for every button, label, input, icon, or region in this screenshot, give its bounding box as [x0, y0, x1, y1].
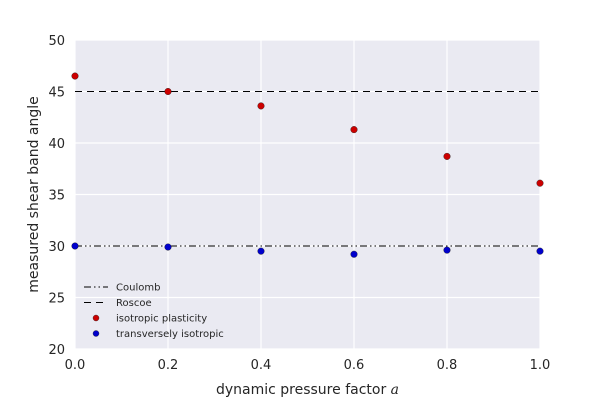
legend-label: Coulomb	[116, 283, 160, 294]
data-points	[71, 72, 544, 258]
data-point	[443, 246, 451, 254]
y-tick-label: 40	[48, 137, 65, 152]
data-point	[257, 102, 265, 110]
y-tick-label: 35	[48, 189, 65, 204]
legend: Coulomb Roscoe isotropic plasticity transve…	[84, 283, 224, 340]
x-axis-title-symbol: a	[391, 382, 399, 398]
y-tick-label: 45	[48, 86, 65, 101]
data-point	[536, 179, 544, 187]
legend-marker	[92, 314, 100, 322]
data-point	[71, 242, 79, 250]
x-tick-label: 1.0	[530, 358, 551, 373]
x-axis-title: dynamic pressure factor a	[216, 382, 399, 398]
y-tick-label: 25	[48, 292, 65, 307]
y-tick-label: 20	[48, 343, 65, 358]
legend-label: transversely isotropic	[116, 329, 224, 340]
x-axis-title-text: dynamic pressure factor	[216, 382, 386, 398]
x-tick-label: 0.8	[437, 358, 458, 373]
x-tick-label: 0.2	[158, 358, 179, 373]
y-tick-label: 30	[48, 240, 65, 255]
data-point	[443, 152, 451, 160]
data-point	[350, 126, 358, 134]
x-tick-label: 0.6	[344, 358, 365, 373]
reference-lines	[75, 91, 540, 247]
data-point	[71, 72, 79, 80]
legend-label: isotropic plasticity	[116, 314, 207, 325]
x-tick-label: 0.0	[65, 358, 86, 373]
data-point	[257, 247, 265, 255]
x-tick-labels: 0.0 0.2 0.4 0.6 0.8 1.0	[65, 358, 551, 373]
data-point	[350, 250, 358, 258]
legend-label: Roscoe	[116, 298, 152, 309]
y-tick-labels: 20 25 30 35 40 45 50	[48, 34, 65, 358]
x-tick-label: 0.4	[251, 358, 272, 373]
data-point	[164, 87, 172, 95]
data-point	[536, 247, 544, 255]
legend-marker	[92, 330, 100, 337]
y-tick-label: 50	[48, 34, 65, 49]
data-point	[164, 243, 172, 251]
y-axis-title: measured shear band angle	[26, 96, 42, 292]
